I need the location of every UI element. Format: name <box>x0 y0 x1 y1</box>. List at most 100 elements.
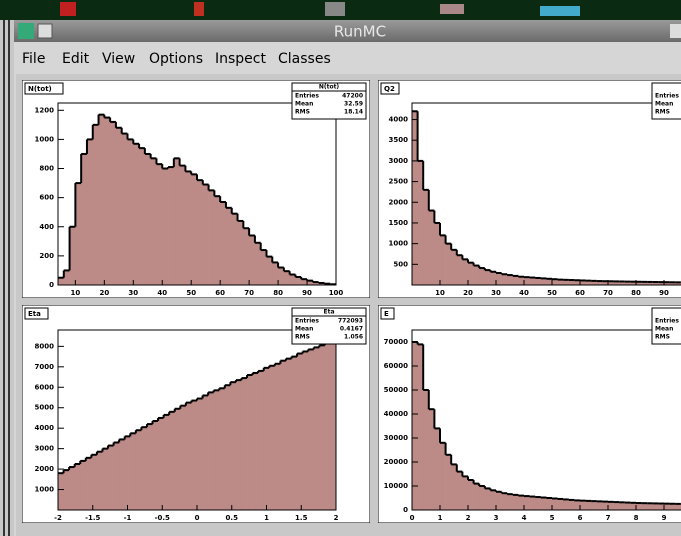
histogram-panel: 10 20 30 40 50 60 70 80 90 1000200400600800100012… <box>22 80 370 298</box>
x-tick-label: 60 <box>215 289 225 297</box>
histogram-bar <box>289 274 296 285</box>
histogram-bar <box>574 500 581 510</box>
desktop-icon[interactable] <box>325 2 345 16</box>
histogram-bar <box>647 503 654 510</box>
stats-label: RMS <box>295 109 310 116</box>
histogram-bar <box>652 282 659 285</box>
histogram-bar <box>647 281 654 285</box>
desktop-icon[interactable] <box>540 6 580 16</box>
menu-item[interactable]: Edit <box>62 51 90 67</box>
histogram-bar <box>585 280 592 285</box>
plots: 10 20 30 40 50 60 70 80 90 1000200400600800100012… <box>22 80 681 523</box>
x-tick-label: 90 <box>659 289 669 297</box>
histogram-bar <box>535 277 542 285</box>
histogram-bar <box>563 279 570 285</box>
histogram-bar <box>86 139 94 285</box>
histogram-bar <box>591 280 598 285</box>
histogram-bar <box>624 281 631 285</box>
histogram-bar <box>307 280 314 285</box>
minimize-button[interactable] <box>670 24 681 38</box>
histogram-bar <box>163 414 170 510</box>
y-tick-label: 0 <box>49 281 54 289</box>
histogram-bar <box>417 160 424 285</box>
x-tick-label: 30 <box>491 289 501 297</box>
x-tick-label: 6 <box>578 514 583 522</box>
histogram-bar <box>208 392 214 510</box>
histogram-bar <box>81 153 88 285</box>
histogram-bar <box>191 174 198 285</box>
histogram-bar <box>150 158 157 285</box>
stats-title: Eta <box>323 309 334 316</box>
histogram-bar <box>235 380 242 510</box>
stats-label: Entries <box>655 318 679 325</box>
menu-item[interactable]: Classes <box>278 51 331 67</box>
histogram-bar <box>158 417 164 510</box>
histogram-bar <box>524 277 530 285</box>
histogram-bar <box>179 165 186 285</box>
histogram-bar <box>144 153 151 285</box>
histogram-bar <box>451 464 458 510</box>
histogram-bar <box>75 183 82 285</box>
histogram-bar <box>124 436 131 510</box>
histogram-bar <box>115 127 123 285</box>
histogram-bar <box>529 496 536 510</box>
menu-bar: File Edit View Options Inspect Classes <box>22 51 331 67</box>
menu-item[interactable]: Options <box>149 51 203 67</box>
desktop-icon[interactable] <box>440 4 464 14</box>
histogram-bar <box>596 501 603 510</box>
menu-item[interactable]: Inspect <box>215 51 266 67</box>
y-tick-label: 20000 <box>384 458 408 466</box>
histogram-bar <box>330 340 337 510</box>
x-tick-label: 0 <box>195 514 200 522</box>
menu-item[interactable]: View <box>102 51 135 67</box>
histogram-bar <box>412 342 418 510</box>
histogram-bar <box>669 282 676 285</box>
x-tick-label: 1 <box>264 514 269 522</box>
histogram-bar <box>490 271 497 285</box>
histogram-bar <box>92 124 99 285</box>
histogram-bar <box>213 390 220 510</box>
stats-label: Entries <box>295 318 319 325</box>
histogram-bar <box>619 502 626 510</box>
desktop-icon[interactable] <box>60 2 76 16</box>
pin-button[interactable] <box>37 23 53 39</box>
histogram-bar <box>272 262 279 285</box>
histogram-bar <box>540 278 547 285</box>
histogram-bar <box>608 281 614 285</box>
histogram-bar <box>102 448 109 510</box>
y-tick-label: 2000 <box>35 465 55 473</box>
histogram-bar <box>624 502 631 510</box>
histogram-bar <box>529 277 536 285</box>
menu-item[interactable]: File <box>22 51 45 67</box>
histogram-bar <box>468 480 474 510</box>
histogram-bar <box>580 500 586 510</box>
x-tick-label: -1 <box>124 514 132 522</box>
histogram-bar <box>468 262 474 285</box>
histogram-bar <box>63 270 70 285</box>
histogram-bar <box>540 497 547 510</box>
window-icon[interactable] <box>18 23 34 39</box>
histogram-bar <box>108 445 114 510</box>
histogram-bar <box>121 133 128 285</box>
histogram-bar <box>490 490 497 510</box>
left-border <box>0 20 14 536</box>
x-tick-label: 60 <box>575 289 585 297</box>
histogram-bar <box>445 243 452 285</box>
histogram-bar <box>518 495 525 510</box>
histogram-bar <box>141 427 148 510</box>
x-tick-label: 80 <box>631 289 641 297</box>
histogram-bar <box>669 503 676 510</box>
histogram-panel: -2 -1.5 -1 -0.5 0 0.5 1 1.5 2 1000 2000 3000 4000 500… <box>22 305 370 523</box>
histogram-bar <box>220 202 227 285</box>
desktop-icon[interactable] <box>194 2 204 16</box>
y-tick-label: 1500 <box>389 219 409 227</box>
histogram-bar <box>58 277 65 285</box>
y-tick-label: 0 <box>403 506 408 514</box>
x-tick-label: 1 <box>438 514 443 522</box>
x-tick-label: 0 <box>410 514 415 522</box>
histogram-bar <box>185 171 192 285</box>
panel-title: N(tot) <box>28 85 52 93</box>
histogram-bar <box>285 358 292 510</box>
histogram-bar <box>630 281 637 285</box>
x-tick-label: 20 <box>99 289 109 297</box>
